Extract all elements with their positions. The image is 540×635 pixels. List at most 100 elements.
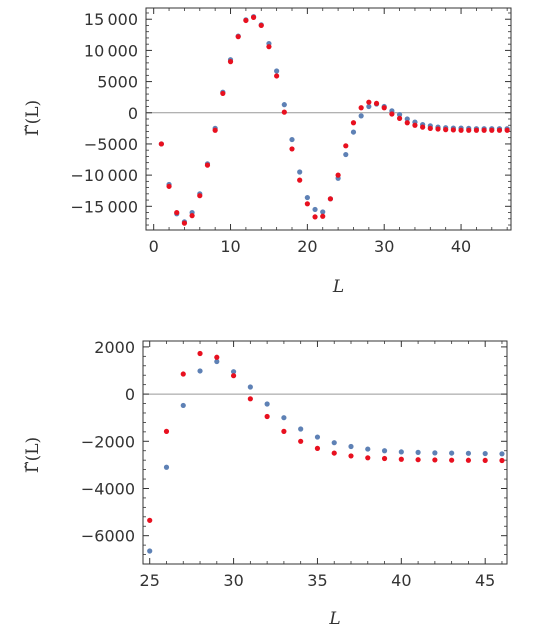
data-point — [212, 127, 218, 133]
data-point — [297, 177, 303, 183]
plot-frame — [142, 340, 508, 565]
data-point — [235, 34, 241, 40]
data-point — [289, 146, 295, 152]
data-point — [350, 120, 357, 126]
x-tick-label: 40 — [391, 571, 411, 590]
data-point — [230, 369, 237, 375]
data-point — [312, 214, 318, 220]
x-tick-label: 20 — [297, 237, 317, 256]
data-point — [227, 59, 234, 65]
data-point — [220, 90, 226, 97]
data-point — [289, 136, 295, 143]
data-point — [158, 141, 164, 147]
data-point — [465, 457, 472, 463]
data-point — [358, 105, 364, 111]
y-axis-label: Γ̃(L) — [23, 100, 43, 136]
y-tick-label: −15 000 — [71, 197, 139, 216]
data-point — [320, 209, 326, 215]
y-tick-label: 0 — [128, 104, 138, 123]
x-tick-label: 30 — [374, 237, 394, 256]
y-tick-label: 5000 — [97, 73, 138, 92]
data-point — [381, 105, 387, 111]
x-tick-label: 40 — [451, 237, 471, 256]
series-1 — [158, 14, 510, 225]
data-point — [489, 127, 495, 133]
y-axis-label: Γ̃(L) — [23, 437, 43, 473]
data-point — [298, 438, 304, 444]
y-tick-label: 2000 — [94, 338, 135, 357]
data-point — [420, 124, 426, 130]
data-point — [258, 22, 264, 29]
series-2 — [147, 350, 505, 523]
data-point — [163, 464, 170, 470]
y-tick-label: −6000 — [81, 527, 135, 546]
data-point — [366, 99, 372, 105]
data-point — [365, 455, 371, 461]
data-point — [281, 109, 287, 115]
data-point — [481, 127, 487, 133]
chart-panel-top: 0 10 20 30 40 −15 000 −10 000 −5000 0 5000 10 000 1… — [23, 7, 512, 297]
data-point — [473, 127, 480, 133]
data-point — [312, 206, 318, 213]
data-point — [230, 373, 237, 379]
data-point — [331, 450, 337, 456]
x-tick-label: 10 — [220, 237, 240, 256]
data-point — [180, 402, 186, 409]
data-point — [381, 448, 388, 454]
data-point — [412, 122, 418, 128]
data-point — [432, 450, 438, 456]
data-point — [466, 127, 472, 133]
data-point — [396, 112, 403, 118]
data-point — [443, 127, 449, 133]
x-axis-label: L — [332, 277, 344, 297]
data-point — [281, 415, 287, 421]
data-point — [504, 127, 510, 133]
data-point — [373, 100, 380, 107]
data-point — [482, 450, 488, 457]
data-point — [214, 354, 220, 360]
data-point — [398, 456, 404, 462]
data-point — [496, 127, 503, 133]
data-point — [281, 428, 287, 434]
data-point — [449, 457, 455, 463]
data-point — [274, 73, 280, 79]
data-point — [298, 426, 304, 432]
data-point — [204, 162, 211, 168]
data-point — [358, 113, 364, 119]
y-tick-label: 10 000 — [84, 41, 138, 60]
data-point — [264, 401, 270, 407]
data-point — [335, 172, 341, 178]
data-point — [499, 451, 505, 457]
data-point — [181, 220, 188, 226]
data-point — [350, 129, 357, 135]
data-point — [415, 449, 421, 455]
y-tick-label: −5000 — [84, 135, 138, 154]
data-point — [449, 450, 455, 456]
data-point — [166, 183, 172, 189]
data-point — [404, 120, 410, 126]
x-tick-label: 30 — [223, 571, 243, 590]
series-2 — [158, 14, 510, 226]
y-tick-label: −4000 — [81, 479, 135, 498]
data-point — [404, 116, 410, 122]
chart-panel-bottom: 25 30 35 40 45 −6000 −4000 −2000 0 2000 L Γ̃(L) — [23, 338, 508, 629]
data-point — [398, 449, 404, 455]
data-point — [147, 517, 153, 523]
data-point — [381, 455, 388, 462]
data-point — [266, 44, 272, 50]
y-tick-label: −10 000 — [71, 166, 139, 185]
data-point — [499, 457, 505, 464]
data-point — [427, 125, 433, 131]
data-point — [197, 368, 203, 374]
data-point — [482, 457, 488, 464]
data-point — [274, 68, 280, 74]
data-point — [297, 169, 303, 175]
data-point — [214, 358, 220, 365]
data-point — [180, 371, 186, 377]
data-point — [189, 213, 195, 219]
data-point — [465, 450, 472, 456]
data-point — [450, 127, 456, 133]
data-point — [250, 14, 257, 20]
data-point — [327, 196, 334, 202]
